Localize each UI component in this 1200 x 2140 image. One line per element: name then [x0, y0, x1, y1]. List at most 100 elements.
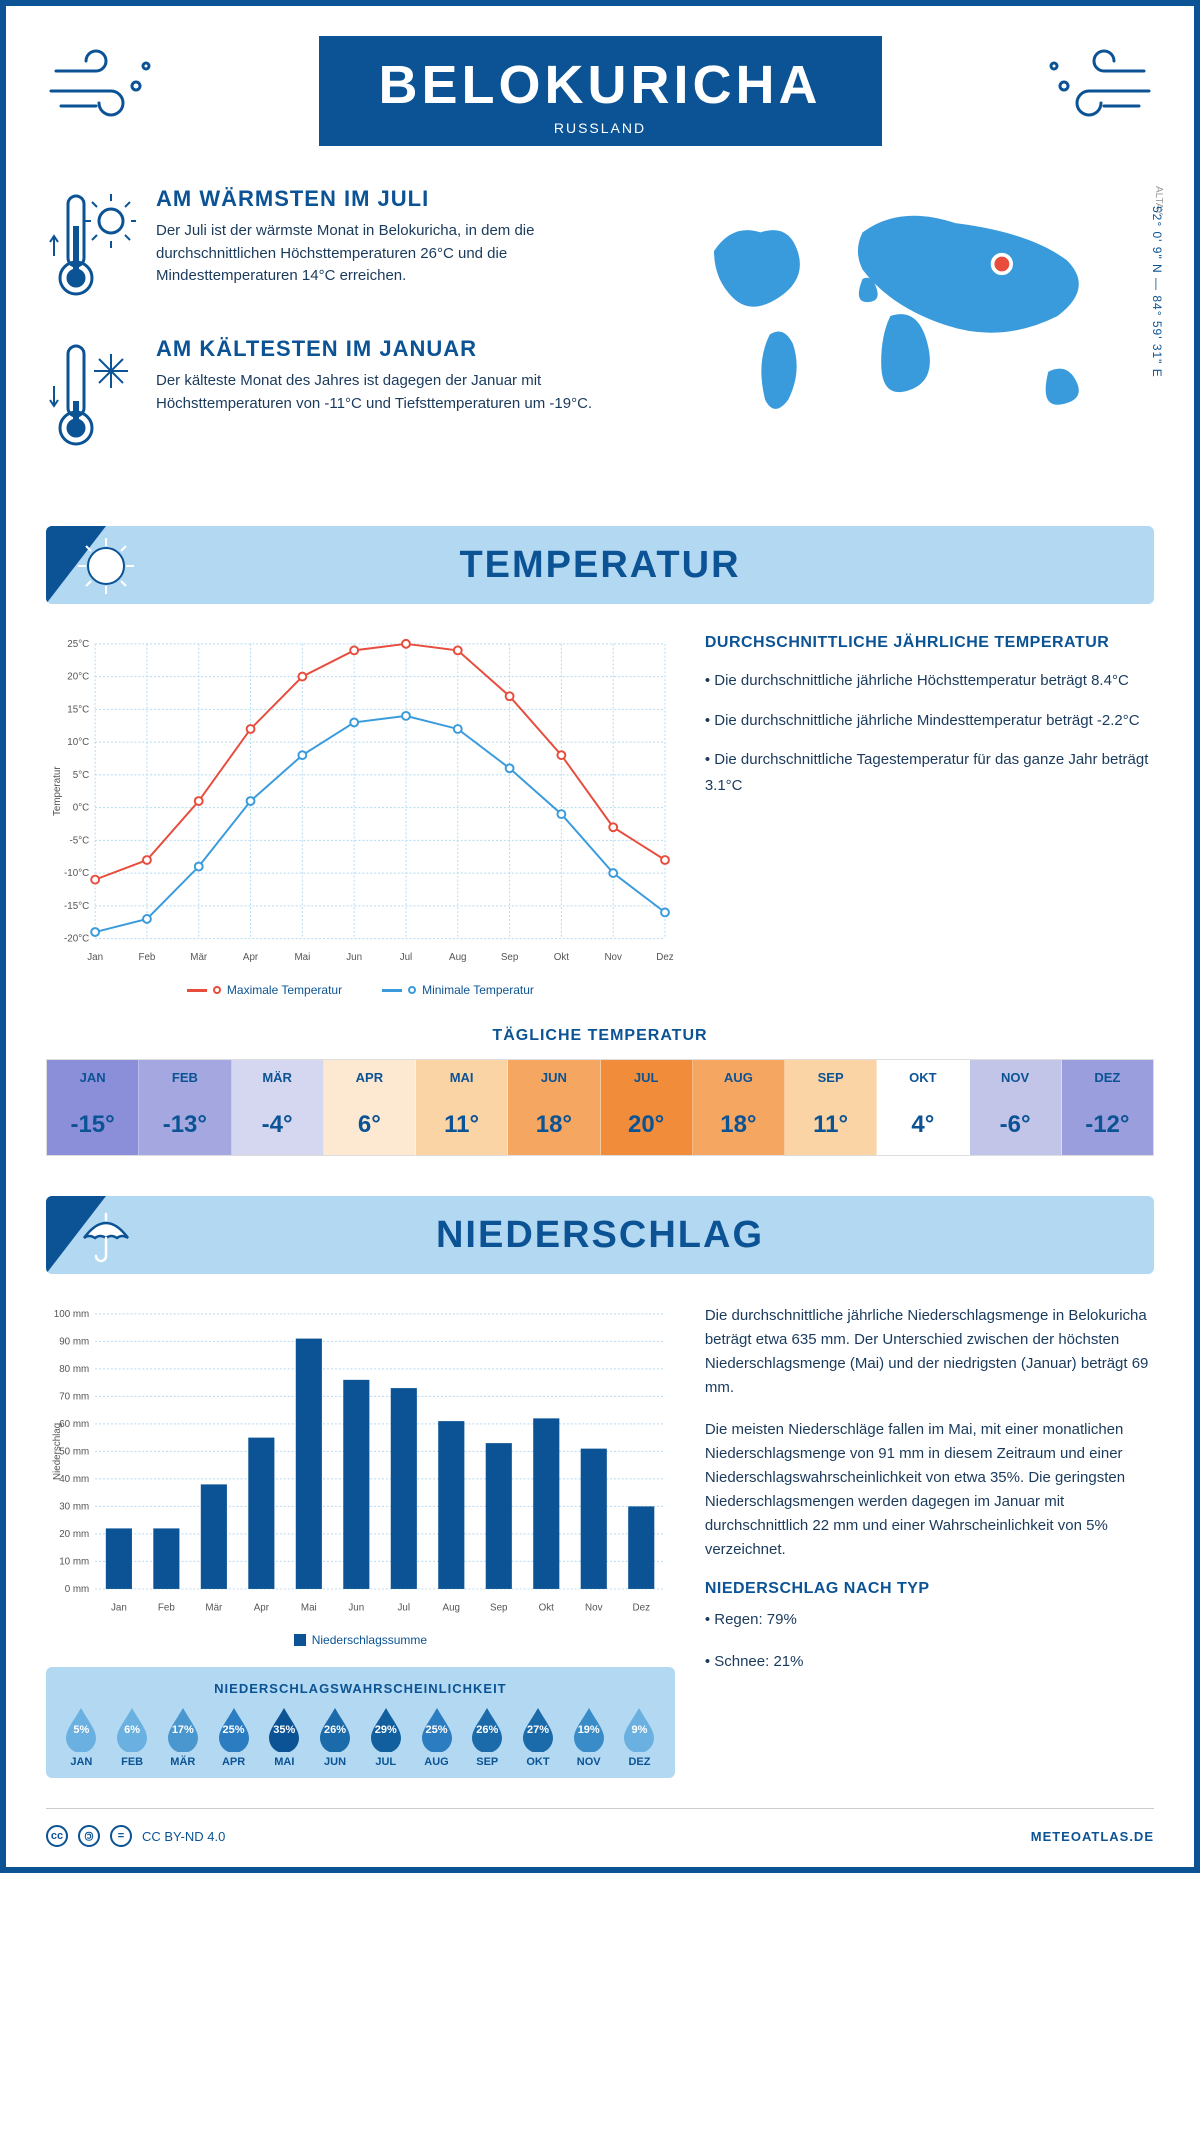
precip-rain: • Regen: 79%	[705, 1608, 1154, 1632]
license-label: CC BY-ND 4.0	[142, 1829, 225, 1844]
probability-box: NIEDERSCHLAGSWAHRSCHEINLICHKEIT 5%JAN6%F…	[46, 1667, 675, 1778]
svg-text:Aug: Aug	[443, 1603, 460, 1614]
probability-item: 29%JUL	[360, 1706, 411, 1768]
svg-text:Aug: Aug	[449, 952, 466, 963]
coldest-fact: AM KÄLTESTEN IM JANUAR Der kälteste Mona…	[46, 336, 634, 456]
temperature-heading: TEMPERATUR	[459, 544, 740, 587]
daily-cell: NOV-6°	[970, 1060, 1062, 1155]
svg-text:Mär: Mär	[190, 952, 208, 963]
legend-min: Minimale Temperatur	[422, 983, 534, 997]
svg-text:Okt: Okt	[554, 952, 570, 963]
wind-icon	[46, 46, 166, 126]
svg-text:Mai: Mai	[301, 1603, 317, 1614]
thermometer-hot-icon	[46, 186, 136, 306]
svg-text:Jun: Jun	[346, 952, 362, 963]
temperature-section-header: TEMPERATUR	[46, 526, 1154, 604]
temperature-row: -20°C-15°C-10°C-5°C0°C5°C10°C15°C20°C25°…	[46, 634, 1154, 997]
daily-cell: JUL20°	[601, 1060, 693, 1155]
svg-text:Jul: Jul	[398, 1603, 411, 1614]
svg-text:70 mm: 70 mm	[59, 1391, 89, 1402]
precipitation-left: 0 mm10 mm20 mm30 mm40 mm50 mm60 mm70 mm8…	[46, 1304, 675, 1778]
svg-text:Mär: Mär	[205, 1603, 223, 1614]
warmest-title: AM WÄRMSTEN IM JULI	[156, 186, 634, 212]
svg-text:10°C: 10°C	[67, 737, 89, 748]
svg-text:50 mm: 50 mm	[59, 1446, 89, 1457]
footer: cc 🄯 = CC BY-ND 4.0 METEOATLAS.DE	[46, 1808, 1154, 1847]
svg-text:Nov: Nov	[585, 1603, 603, 1614]
temperature-text: DURCHSCHNITTLICHE JÄHRLICHE TEMPERATUR •…	[705, 634, 1154, 997]
svg-text:0 mm: 0 mm	[65, 1584, 90, 1595]
svg-text:30 mm: 30 mm	[59, 1501, 89, 1512]
probability-item: 17%MÄR	[157, 1706, 208, 1768]
precipitation-heading: NIEDERSCHLAG	[436, 1214, 764, 1257]
probability-item: 35%MAI	[259, 1706, 310, 1768]
location-marker-icon	[993, 255, 1012, 274]
svg-text:-5°C: -5°C	[69, 835, 89, 846]
warmest-fact: AM WÄRMSTEN IM JULI Der Juli ist der wär…	[46, 186, 634, 306]
svg-text:40 mm: 40 mm	[59, 1474, 89, 1485]
daily-cell: APR6°	[324, 1060, 416, 1155]
precip-p1: Die durchschnittliche jährliche Niedersc…	[705, 1304, 1154, 1400]
svg-text:90 mm: 90 mm	[59, 1336, 89, 1347]
svg-text:-15°C: -15°C	[64, 901, 89, 912]
probability-item: 25%APR	[208, 1706, 259, 1768]
map-column: ALTAY 52° 0' 9" N — 84° 59' 31" E	[664, 186, 1154, 486]
title-banner: BELOKURICHA RUSSLAND	[319, 36, 882, 146]
svg-text:Niederschlag: Niederschlag	[52, 1423, 63, 1480]
svg-text:Feb: Feb	[158, 1603, 175, 1614]
svg-text:-20°C: -20°C	[64, 934, 89, 945]
probability-title: NIEDERSCHLAGSWAHRSCHEINLICHKEIT	[56, 1681, 665, 1696]
svg-text:Jan: Jan	[111, 1603, 127, 1614]
thermometer-cold-icon	[46, 336, 136, 456]
precipitation-row: 0 mm10 mm20 mm30 mm40 mm50 mm60 mm70 mm8…	[46, 1304, 1154, 1778]
world-map	[664, 186, 1154, 446]
svg-text:Jan: Jan	[87, 952, 103, 963]
header: BELOKURICHA RUSSLAND	[46, 36, 1154, 146]
daily-cell: DEZ-12°	[1062, 1060, 1153, 1155]
daily-temp-title: TÄGLICHE TEMPERATUR	[46, 1027, 1154, 1045]
probability-item: 9%DEZ	[614, 1706, 665, 1768]
svg-text:25°C: 25°C	[67, 639, 89, 650]
svg-text:20 mm: 20 mm	[59, 1529, 89, 1540]
nd-icon: =	[110, 1825, 132, 1847]
country-subtitle: RUSSLAND	[379, 120, 822, 136]
city-title: BELOKURICHA	[379, 54, 822, 116]
daily-cell: MAI11°	[416, 1060, 508, 1155]
avg-temp-b3: • Die durchschnittliche Tagestemperatur …	[705, 747, 1154, 798]
cc-icon: cc	[46, 1825, 68, 1847]
svg-text:5°C: 5°C	[73, 770, 89, 781]
daily-cell: AUG18°	[693, 1060, 785, 1155]
coordinates-label: 52° 0' 9" N — 84° 59' 31" E	[1150, 206, 1164, 378]
probability-item: 6%FEB	[107, 1706, 158, 1768]
probability-item: 5%JAN	[56, 1706, 107, 1768]
svg-text:20°C: 20°C	[67, 672, 89, 683]
probability-item: 19%NOV	[563, 1706, 614, 1768]
daily-cell: JAN-15°	[47, 1060, 139, 1155]
precipitation-legend: Niederschlagssumme	[46, 1633, 675, 1647]
svg-text:Apr: Apr	[243, 952, 259, 963]
temperature-chart: -20°C-15°C-10°C-5°C0°C5°C10°C15°C20°C25°…	[46, 634, 675, 997]
legend-max: Maximale Temperatur	[227, 983, 342, 997]
svg-text:10 mm: 10 mm	[59, 1556, 89, 1567]
svg-text:Sep: Sep	[501, 952, 519, 963]
temperature-legend: Maximale Temperatur Minimale Temperatur	[46, 983, 675, 997]
precipitation-chart: 0 mm10 mm20 mm30 mm40 mm50 mm60 mm70 mm8…	[46, 1304, 675, 1618]
svg-text:60 mm: 60 mm	[59, 1419, 89, 1430]
daily-cell: OKT4°	[877, 1060, 969, 1155]
precipitation-text: Die durchschnittliche jährliche Niedersc…	[705, 1304, 1154, 1778]
svg-text:0°C: 0°C	[73, 803, 89, 814]
precip-snow: • Schnee: 21%	[705, 1650, 1154, 1674]
avg-temp-heading: DURCHSCHNITTLICHE JÄHRLICHE TEMPERATUR	[705, 634, 1154, 652]
probability-item: 25%AUG	[411, 1706, 462, 1768]
precip-p2: Die meisten Niederschläge fallen im Mai,…	[705, 1418, 1154, 1562]
sun-icon	[76, 536, 136, 596]
warmest-text: Der Juli ist der wärmste Monat in Beloku…	[156, 220, 634, 288]
intro-row: AM WÄRMSTEN IM JULI Der Juli ist der wär…	[46, 186, 1154, 486]
coldest-title: AM KÄLTESTEN IM JANUAR	[156, 336, 634, 362]
page: BELOKURICHA RUSSLAND AM WÄRMSTEN IM JULI…	[0, 0, 1200, 1873]
daily-cell: SEP11°	[785, 1060, 877, 1155]
daily-cell: MÄR-4°	[232, 1060, 324, 1155]
daily-cell: JUN18°	[508, 1060, 600, 1155]
svg-text:Apr: Apr	[254, 1603, 270, 1614]
svg-text:Mai: Mai	[294, 952, 310, 963]
